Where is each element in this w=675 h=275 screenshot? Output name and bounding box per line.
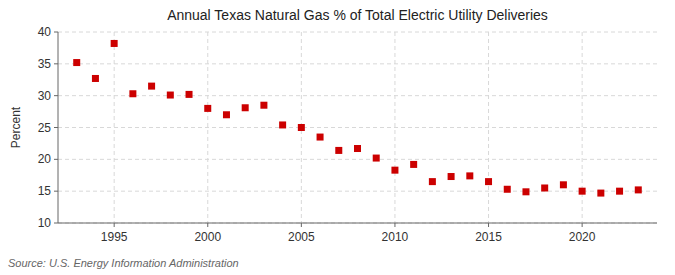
point: [223, 111, 230, 118]
y-tick: [54, 95, 58, 96]
point: [597, 190, 604, 197]
x-tick-label: 2020: [569, 230, 596, 244]
x-tick-label: 2000: [194, 230, 221, 244]
y-tick: [54, 223, 58, 224]
source-note: Source: U.S. Energy Information Administ…: [8, 257, 239, 269]
point: [485, 178, 492, 185]
point: [317, 134, 324, 141]
point: [279, 121, 286, 128]
y-tick-label: 20: [38, 152, 52, 166]
y-tick: [54, 127, 58, 128]
y-tick: [54, 191, 58, 192]
point: [167, 92, 174, 99]
x-tick-label: 2015: [475, 230, 502, 244]
x-tick: [582, 223, 583, 227]
point: [579, 188, 586, 195]
points: [73, 40, 642, 197]
grid: [58, 32, 657, 223]
x-tick-label: 2005: [288, 230, 315, 244]
grid-line-x: [488, 32, 489, 223]
point: [354, 145, 361, 152]
x-tick-label: 1995: [101, 230, 128, 244]
point: [541, 184, 548, 191]
point: [448, 173, 455, 180]
chart-svg: 10 15 20 25 30 35 40 1995 2000 2005 2010 2015 2020 An…: [0, 0, 675, 275]
x-tick: [301, 223, 302, 227]
y-tick-label: 25: [38, 121, 52, 135]
x-axis-line: [58, 223, 657, 224]
y-tick: [54, 32, 58, 33]
ticks: 10 15 20 25 30 35 40 1995 2000 2005 2010 2015 2020: [38, 25, 596, 244]
y-axis-label: Percent: [9, 106, 23, 148]
point: [204, 105, 211, 112]
grid-line-y: [58, 95, 657, 96]
point: [148, 83, 155, 90]
grid-line-x: [207, 32, 208, 223]
grid-line-y: [58, 127, 657, 128]
y-tick-label: 10: [38, 216, 52, 230]
chart-container: 10 15 20 25 30 35 40 1995 2000 2005 2010 2015 2020 An…: [0, 0, 675, 275]
y-tick-label: 30: [38, 89, 52, 103]
point: [298, 124, 305, 131]
x-tick: [394, 223, 395, 227]
point: [466, 172, 473, 179]
point: [391, 167, 398, 174]
title: Annual Texas Natural Gas % of Total Elec…: [167, 7, 548, 23]
point: [373, 155, 380, 162]
point: [635, 186, 642, 193]
y-tick: [54, 159, 58, 160]
point: [186, 91, 193, 98]
x-tick: [488, 223, 489, 227]
point: [616, 188, 623, 195]
grid-line-x: [394, 32, 395, 223]
point: [92, 75, 99, 82]
x-tick: [207, 223, 208, 227]
grid-line-y: [58, 63, 657, 64]
grid-line-x: [114, 32, 115, 223]
point: [242, 104, 249, 111]
x-tick: [114, 223, 115, 227]
point: [260, 102, 267, 109]
point: [504, 186, 511, 193]
point: [111, 40, 118, 47]
point: [410, 161, 417, 168]
y-tick-label: 40: [38, 25, 52, 39]
y-tick-label: 15: [38, 184, 52, 198]
grid-line-y: [58, 191, 657, 192]
point: [560, 181, 567, 188]
y-tick: [54, 63, 58, 64]
x-tick-label: 2010: [382, 230, 409, 244]
point: [522, 188, 529, 195]
point: [335, 147, 342, 154]
point: [73, 59, 80, 66]
grid-line-y: [58, 223, 657, 224]
grid-line-y: [58, 32, 657, 33]
point: [429, 178, 436, 185]
point: [129, 90, 136, 97]
y-tick-label: 35: [38, 57, 52, 71]
grid-line-y: [58, 159, 657, 160]
